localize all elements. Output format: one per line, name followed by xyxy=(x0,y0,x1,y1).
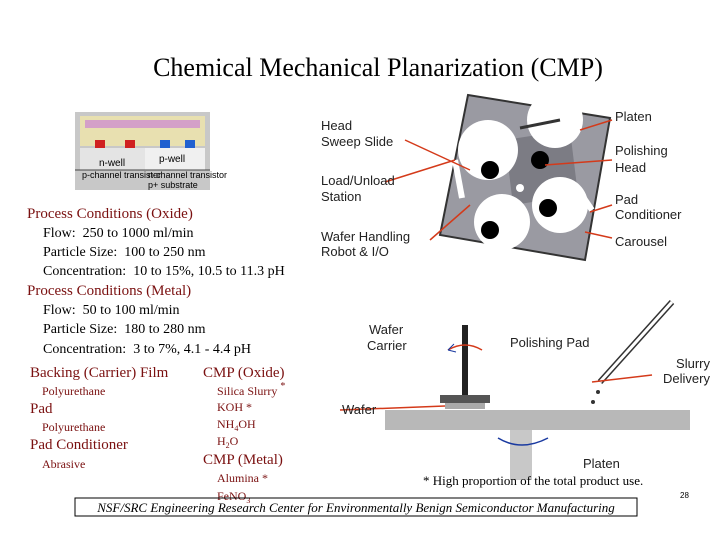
machine-label: Load/Unload xyxy=(321,173,395,188)
material-item: Abrasive xyxy=(42,457,85,471)
footer-box xyxy=(74,497,638,517)
formula-part: OH xyxy=(238,417,256,431)
machine-label: Wafer Handling xyxy=(321,229,410,244)
figure-label: p-channel transistor xyxy=(82,170,161,180)
condition: Particle Size: 180 to 280 nm xyxy=(43,322,206,337)
material-title: Pad xyxy=(30,401,53,417)
section-title: Process Conditions (Oxide) xyxy=(27,206,193,222)
material-item: Polyurethane xyxy=(42,384,105,398)
formula-sub: 3 xyxy=(246,496,250,505)
machine-label: Head xyxy=(321,118,352,133)
figure-label: n-channel transistor xyxy=(148,170,227,180)
figure-label: n-well xyxy=(99,158,125,169)
formula-part: FeNO xyxy=(217,489,247,503)
cmp-title: CMP (Metal) xyxy=(203,452,283,468)
chemical: FeNO3 xyxy=(217,489,250,505)
machine-label: Sweep Slide xyxy=(321,134,393,149)
formula-part: O xyxy=(230,434,239,448)
polishing-figure xyxy=(339,299,690,480)
diagram-label: Platen xyxy=(583,456,620,471)
diagram-label: Wafer xyxy=(342,402,377,417)
formula-sub: 2 xyxy=(226,441,230,450)
condition: Concentration: 3 to 7%, 4.1 - 4.4 pH xyxy=(43,342,251,357)
pointer-lines xyxy=(384,119,613,241)
diagram-label: Polishing Pad xyxy=(510,335,590,350)
machine-label: Polishing xyxy=(615,143,668,158)
diagram-label: Wafer xyxy=(369,322,404,337)
cmp-title: CMP (Oxide) xyxy=(203,365,285,381)
machine-label: Pad xyxy=(615,192,638,207)
figure-label: p-well xyxy=(159,154,185,165)
machine-label: Conditioner xyxy=(615,207,682,222)
chemical: H2O xyxy=(217,434,239,450)
machine-label: Robot & I/O xyxy=(321,244,389,259)
diagram-label: Carrier xyxy=(367,338,407,353)
chemical: Silica Slurry * xyxy=(217,381,285,398)
condition: Flow: 50 to 100 ml/min xyxy=(43,303,180,318)
chemical: Alumina * xyxy=(217,471,268,485)
machine-label: Platen xyxy=(615,109,652,124)
chemical: NH4OH xyxy=(217,417,256,433)
material-title: Backing (Carrier) Film xyxy=(30,365,169,381)
diagram-label: Slurry xyxy=(676,356,710,371)
chemical: KOH * xyxy=(217,400,252,414)
figure-label: p+ substrate xyxy=(148,180,198,190)
chemical-name: Silica Slurry xyxy=(217,384,277,398)
formula-part: NH xyxy=(217,417,235,431)
material-title: Pad Conditioner xyxy=(30,437,128,453)
title: Chemical Mechanical Planarization (CMP) xyxy=(153,53,603,82)
machine-figure xyxy=(438,92,612,262)
footnote: * High proportion of the total product u… xyxy=(423,473,643,488)
condition: Concentration: 10 to 15%, 10.5 to 11.3 p… xyxy=(43,264,285,279)
machine-label: Head xyxy=(615,160,646,175)
footnote-marker: * xyxy=(280,381,285,392)
condition: Flow: 250 to 1000 ml/min xyxy=(43,226,194,241)
page-number: 28 xyxy=(680,491,689,500)
section-title: Process Conditions (Metal) xyxy=(27,283,191,299)
formula-sub: 4 xyxy=(234,424,238,433)
material-item: Polyurethane xyxy=(42,420,105,434)
diagram-label: Delivery xyxy=(663,371,710,386)
condition: Particle Size: 100 to 250 nm xyxy=(43,245,206,260)
transistor-figure xyxy=(75,112,210,190)
machine-label: Station xyxy=(321,189,361,204)
formula-part: H xyxy=(217,434,226,448)
machine-label: Carousel xyxy=(615,234,667,249)
footer: NSF/SRC Engineering Research Center for … xyxy=(96,500,615,515)
